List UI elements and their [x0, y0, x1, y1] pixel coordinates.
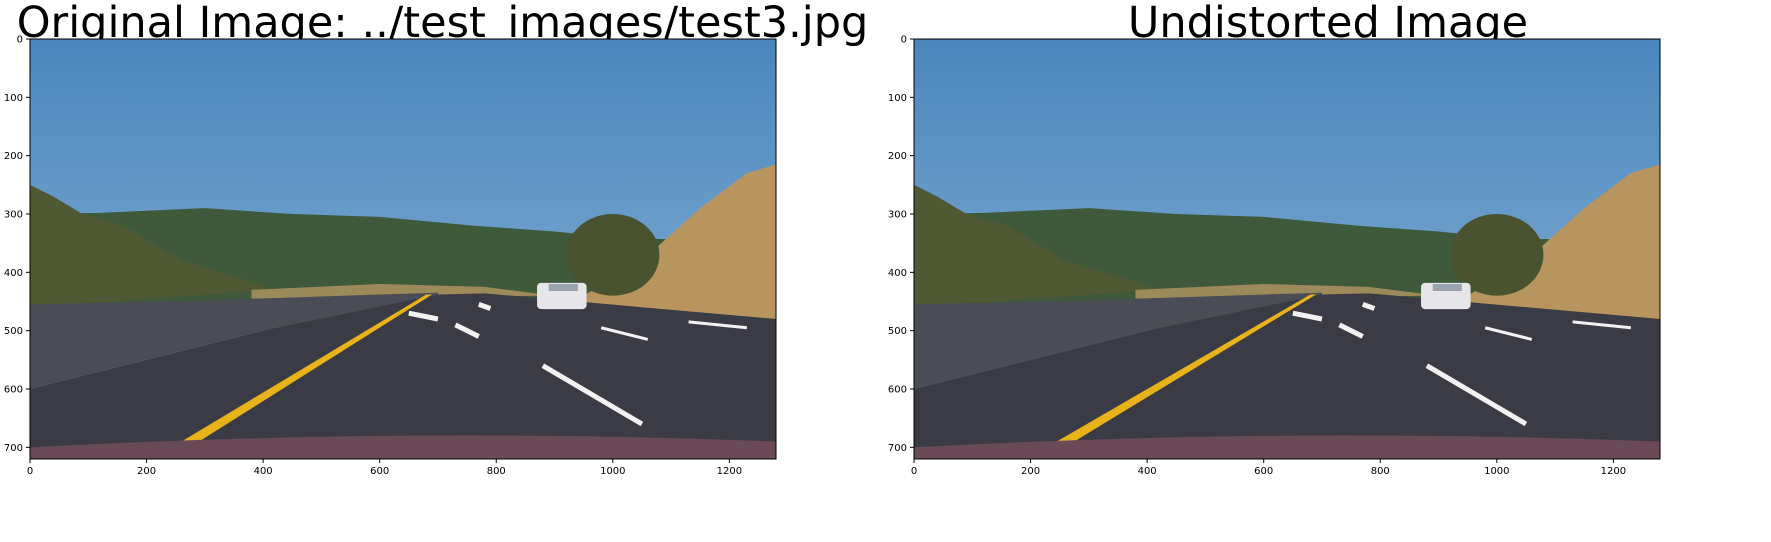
y-tick-label: 400: [888, 268, 907, 279]
y-tick-label: 300: [888, 210, 907, 221]
y-tick-label: 0: [901, 35, 907, 46]
y-tick-label: 700: [4, 443, 23, 454]
y-tick-label: 700: [888, 443, 907, 454]
lane-dash: [1338, 322, 1364, 339]
trees-right: [566, 214, 660, 296]
lane-dash: [1425, 363, 1528, 427]
axes-frame: [913, 38, 1661, 460]
x-tick-label: 1000: [600, 466, 625, 477]
x-tick-label: 400: [1138, 466, 1157, 477]
x-tick-label: 800: [1371, 466, 1390, 477]
x-tick-label: 600: [1254, 466, 1273, 477]
y-tick-label: 0: [17, 35, 23, 46]
trees-left: [914, 184, 1159, 308]
x-tick-label: 200: [1021, 466, 1040, 477]
x-tick-label: 600: [370, 466, 389, 477]
lane-dash: [541, 363, 644, 427]
original-image-panel: Original Image: ../test_images/test3.jpg…: [0, 0, 885, 542]
y-tick-label: 500: [4, 326, 23, 337]
x-tick-label: 0: [911, 466, 917, 477]
lane-dash: [1484, 326, 1533, 341]
y-tick-label: 500: [888, 326, 907, 337]
yellow-lane-line: [1056, 294, 1317, 442]
car-window: [548, 284, 578, 291]
car-window: [1432, 284, 1462, 291]
road: [30, 293, 776, 459]
y-tick-label: 300: [4, 210, 23, 221]
y-tick-label: 200: [888, 151, 907, 162]
lane-dash: [477, 302, 492, 311]
y-tick-label: 100: [888, 93, 907, 104]
lane-dash: [1292, 310, 1323, 322]
trees-right: [1450, 214, 1544, 296]
x-tick-label: 200: [137, 466, 156, 477]
image-axes: 0 200 400 600 800 1000 1200 0 100 200 300 400 500 600…: [888, 35, 1661, 477]
y-tick-label: 200: [4, 151, 23, 162]
x-tick-label: 0: [27, 466, 33, 477]
lane-dash: [688, 320, 748, 330]
image-axes: 0 200 400 600 800 1000 1200 0 100 200 300 400 500 600…: [4, 35, 777, 477]
lane-dash: [1572, 320, 1632, 330]
axes-frame: [29, 38, 777, 460]
x-tick-label: 400: [254, 466, 273, 477]
yellow-lane-line: [181, 294, 433, 442]
car-hood: [30, 435, 776, 459]
x-tick-label: 1200: [717, 466, 742, 477]
undistorted-image-panel: Undistorted Image 0 200 400 600 800 1000 1200 0…: [885, 0, 1771, 542]
car-hood: [914, 435, 1660, 459]
y-tick-label: 400: [4, 268, 23, 279]
x-tick-label: 800: [487, 466, 506, 477]
road-photo: [30, 39, 776, 459]
y-tick-label: 600: [888, 385, 907, 396]
y-tick-label: 100: [4, 93, 23, 104]
lane-dash: [1361, 302, 1376, 311]
lane-dash: [454, 322, 480, 339]
x-tick-label: 1200: [1601, 466, 1626, 477]
road-photo: [914, 39, 1660, 459]
trees-left: [30, 184, 275, 308]
y-tick-label: 600: [4, 385, 23, 396]
lane-dash: [408, 310, 439, 322]
x-tick-label: 1000: [1484, 466, 1509, 477]
lane-dash: [600, 326, 649, 341]
